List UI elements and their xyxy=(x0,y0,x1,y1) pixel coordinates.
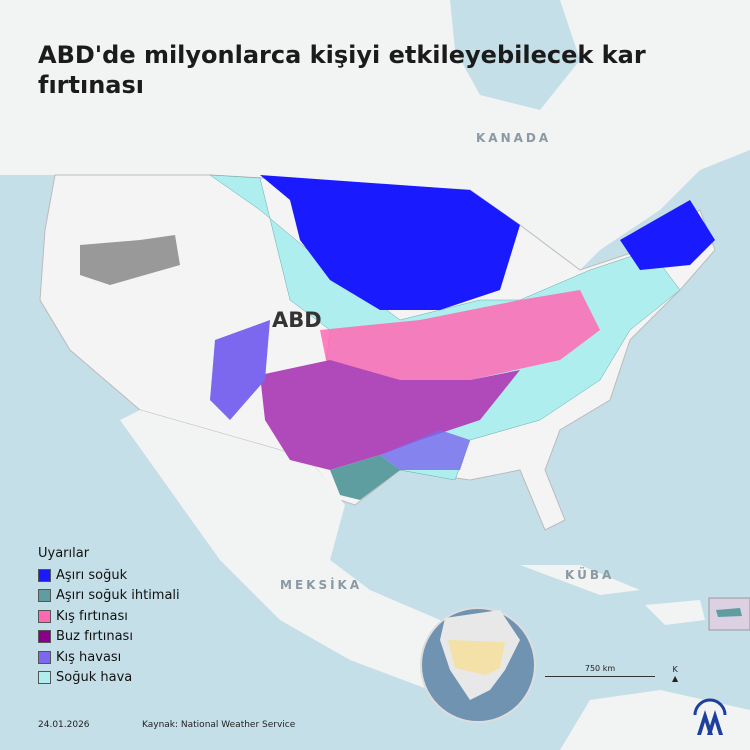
legend-swatch xyxy=(38,630,51,644)
region-asiri-soguk xyxy=(260,175,520,310)
aa-logo xyxy=(693,698,727,735)
legend-title: Uyarılar xyxy=(38,546,90,561)
legend-label: Aşırı soğuk xyxy=(56,567,128,583)
legend-item: Kış havası xyxy=(38,647,180,668)
hudson-bay xyxy=(450,0,580,110)
legend-item: Aşırı soğuk ihtimali xyxy=(38,586,180,607)
label-mexico: MEKSİKA xyxy=(280,578,363,592)
region-kis-fırtınası xyxy=(320,290,600,400)
puerto-rico-land xyxy=(716,608,742,617)
region-asiri-soguk-ihtimali xyxy=(330,455,400,500)
region-grey-west xyxy=(80,235,180,285)
legend-label: Aşırı soğuk ihtimali xyxy=(56,588,180,604)
north-arrow: K ▲ xyxy=(672,665,679,683)
legend-swatch xyxy=(38,671,51,685)
legend-label: Kış fırtınası xyxy=(56,608,128,624)
north-label: K xyxy=(672,665,678,674)
legend-swatch xyxy=(38,589,51,603)
globe-usa-highlight xyxy=(448,640,505,675)
label-canada: KANADA xyxy=(476,131,552,145)
legend-label: Buz fırtınası xyxy=(56,629,133,645)
legend-item: Buz fırtınası xyxy=(38,627,180,648)
region-asiri-soguk-ne xyxy=(620,200,715,270)
legend-swatch xyxy=(38,650,51,664)
legend-item: Soğuk hava xyxy=(38,668,180,689)
scale-bar: 750 km xyxy=(545,664,655,677)
hispaniola-land xyxy=(645,600,705,625)
scale-label: 750 km xyxy=(584,664,616,673)
label-cuba: KÜBA xyxy=(565,568,615,582)
legend-swatch xyxy=(38,609,51,623)
legend-item: Aşırı soğuk xyxy=(38,565,180,586)
date: 24.01.2026 xyxy=(38,720,90,730)
region-kis-havasi xyxy=(210,320,270,420)
region-kis-havasi-2 xyxy=(380,430,470,470)
legend-label: Soğuk hava xyxy=(56,670,133,686)
legend: Uyarılar Aşırı soğuk Aşırı soğuk ihtimali… xyxy=(38,546,180,688)
source: Kaynak: National Weather Service xyxy=(142,720,296,730)
legend-label: Kış havası xyxy=(56,649,122,665)
legend-item: Kış fırtınası xyxy=(38,606,180,627)
region-buz-firtinasi xyxy=(260,360,520,470)
label-usa: ABD xyxy=(272,308,322,332)
cuba-land xyxy=(520,565,640,595)
legend-swatch xyxy=(38,568,51,582)
mexico-land xyxy=(120,410,470,690)
page-title: ABD'de milyonlarca kişiyi etkileyebilece… xyxy=(38,41,646,99)
south-america-land xyxy=(560,690,750,750)
